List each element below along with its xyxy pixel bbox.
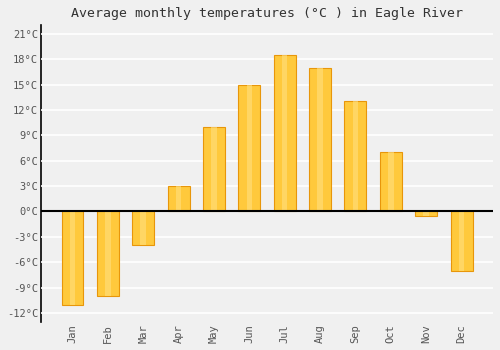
Bar	[380, 152, 402, 211]
Bar	[388, 152, 394, 211]
Bar	[105, 211, 110, 296]
Bar	[344, 102, 366, 211]
Bar	[238, 85, 260, 211]
Bar	[424, 211, 429, 216]
Bar	[132, 211, 154, 245]
Bar	[176, 186, 182, 211]
Bar	[274, 55, 295, 211]
Bar	[352, 102, 358, 211]
Bar	[246, 85, 252, 211]
Bar	[97, 211, 119, 296]
Title: Average monthly temperatures (°C ) in Eagle River: Average monthly temperatures (°C ) in Ea…	[71, 7, 463, 20]
Bar	[450, 211, 472, 271]
Bar	[62, 211, 84, 304]
Bar	[309, 68, 331, 211]
Bar	[70, 211, 75, 304]
Bar	[318, 68, 323, 211]
Bar	[140, 211, 146, 245]
Bar	[459, 211, 464, 271]
Bar	[211, 127, 216, 211]
Bar	[415, 211, 437, 216]
Bar	[282, 55, 288, 211]
Bar	[168, 186, 190, 211]
Bar	[203, 127, 225, 211]
